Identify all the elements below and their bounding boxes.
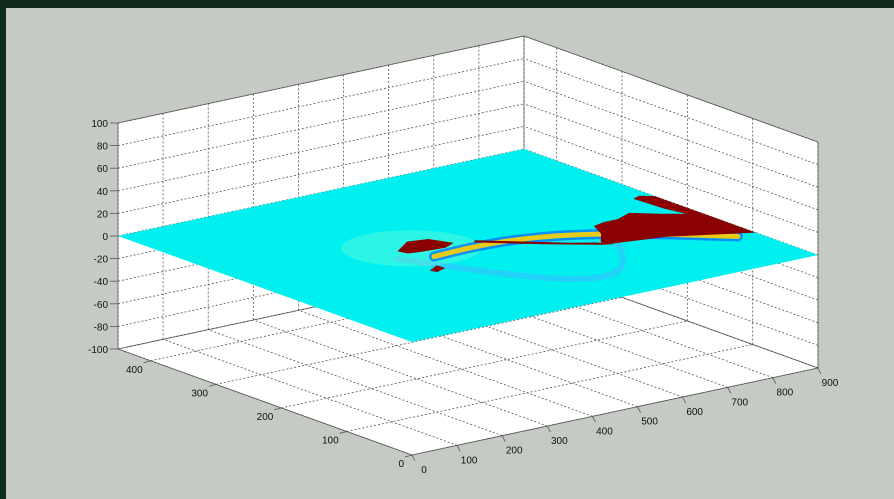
- z-gridline: [523, 103, 819, 211]
- y-tick: [143, 360, 151, 364]
- y-tick: [208, 383, 217, 387]
- x-axis-line: [411, 367, 819, 456]
- y-gridline: [346, 344, 753, 432]
- x-tick: [637, 406, 641, 413]
- tick-label: 700: [731, 397, 748, 408]
- masked-region: [633, 195, 720, 220]
- tick-label: 60: [97, 164, 109, 175]
- tick-label: 80: [97, 142, 109, 153]
- tick-label: 900: [822, 378, 839, 389]
- tick-label: 40: [97, 187, 109, 198]
- masked-region: [429, 265, 446, 273]
- z-gridline: [117, 58, 525, 146]
- z-gridline: [523, 80, 819, 188]
- tick-label: 300: [191, 388, 208, 399]
- tick-label: 0: [421, 465, 427, 476]
- tick-label: 100: [461, 455, 478, 466]
- tick-label: -20: [94, 255, 109, 266]
- x-tick: [817, 367, 822, 375]
- tick-label: 400: [126, 365, 143, 376]
- y-gridline: [150, 273, 557, 362]
- tick-label: -100: [88, 345, 108, 356]
- z-gridline: [117, 103, 525, 192]
- x-tick: [411, 454, 416, 462]
- tick-label: 100: [322, 435, 339, 446]
- masked-region: [397, 238, 454, 254]
- tick-label: 200: [506, 446, 523, 457]
- z-gridline: [117, 239, 525, 327]
- z-gridline: [117, 193, 525, 282]
- tick-label: 200: [257, 412, 274, 423]
- y-tick: [274, 407, 282, 411]
- x-gridline: [253, 319, 548, 427]
- z-gridline: [117, 126, 525, 214]
- masked-region: [593, 212, 756, 245]
- x-tick: [592, 416, 596, 423]
- y-gridline: [215, 296, 623, 385]
- tick-label: 400: [596, 426, 613, 437]
- x-tick: [682, 396, 687, 404]
- tick-label: -80: [94, 322, 109, 333]
- tick-label: 800: [777, 388, 794, 399]
- tick-label: 100: [91, 119, 108, 130]
- floor-pane: [118, 262, 818, 455]
- tick-label: 500: [641, 417, 658, 428]
- tick-label: 300: [551, 436, 568, 447]
- plot-canvas: -100 -80 -60 -40 -20 0 20 40 60 80 100 0 100 200 300 40…: [6, 8, 894, 499]
- x-tick: [501, 435, 506, 442]
- y-axis-line: [117, 348, 413, 456]
- x-tick: [772, 377, 777, 384]
- y-tick: [339, 431, 347, 434]
- x-gridline: [298, 309, 593, 417]
- y-tick: [404, 454, 413, 458]
- ripple-band: [394, 222, 627, 283]
- z-gridline: [117, 80, 525, 169]
- z-gridline: [117, 216, 525, 305]
- tick-label: 0: [102, 232, 108, 243]
- x-tick: [546, 425, 551, 433]
- tick-label: 20: [97, 209, 109, 220]
- x-tick: [456, 445, 461, 452]
- top-back-edge: [117, 35, 525, 124]
- y-gridline: [281, 320, 688, 409]
- surface-plot: -100 -80 -60 -40 -20 0 20 40 60 80 100 0 100 200 300 40…: [88, 35, 839, 476]
- tick-label: -40: [94, 277, 109, 288]
- masked-region: [473, 240, 615, 245]
- x-gridline: [162, 338, 458, 446]
- tick-label: 600: [686, 407, 703, 418]
- z-gridline: [523, 58, 819, 165]
- tick-label: 0: [398, 459, 404, 470]
- top-right-edge: [523, 35, 819, 143]
- x-tick: [727, 387, 732, 394]
- x-gridline: [208, 329, 503, 437]
- tick-label: -60: [94, 300, 109, 311]
- z-gridline: [523, 126, 819, 233]
